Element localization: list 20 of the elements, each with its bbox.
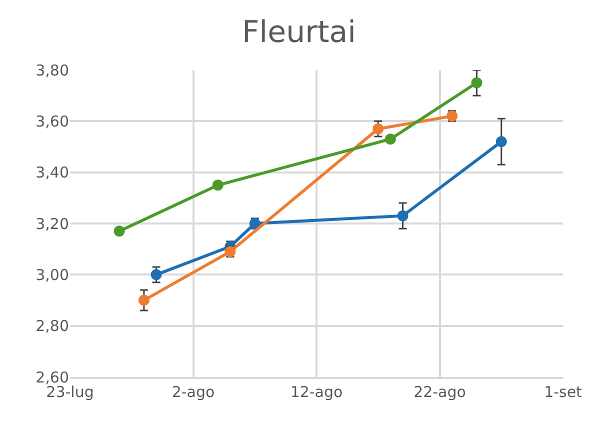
y-tick-label: 3,80 <box>36 61 69 80</box>
point <box>138 294 150 306</box>
point <box>114 226 125 237</box>
x-tick-label: 1-set <box>544 383 582 401</box>
point <box>150 269 162 280</box>
point <box>212 180 224 191</box>
y-tick-label: 3,20 <box>36 214 69 233</box>
y-tick-label: 3,00 <box>36 266 69 284</box>
point <box>384 134 396 145</box>
point <box>496 136 507 148</box>
x-tick-label: 12-ago <box>290 383 343 401</box>
x-tick-label: 2-ago <box>172 383 215 401</box>
x-tick-label: 22-ago <box>414 383 466 401</box>
point <box>397 210 408 222</box>
point <box>372 123 384 134</box>
y-tick-label: 3,40 <box>36 164 69 182</box>
y-tick-label: 3,60 <box>36 112 69 130</box>
point <box>471 77 482 88</box>
y-tick-label: 2,80 <box>36 317 69 336</box>
chart-title: Fleurtai <box>242 15 356 50</box>
